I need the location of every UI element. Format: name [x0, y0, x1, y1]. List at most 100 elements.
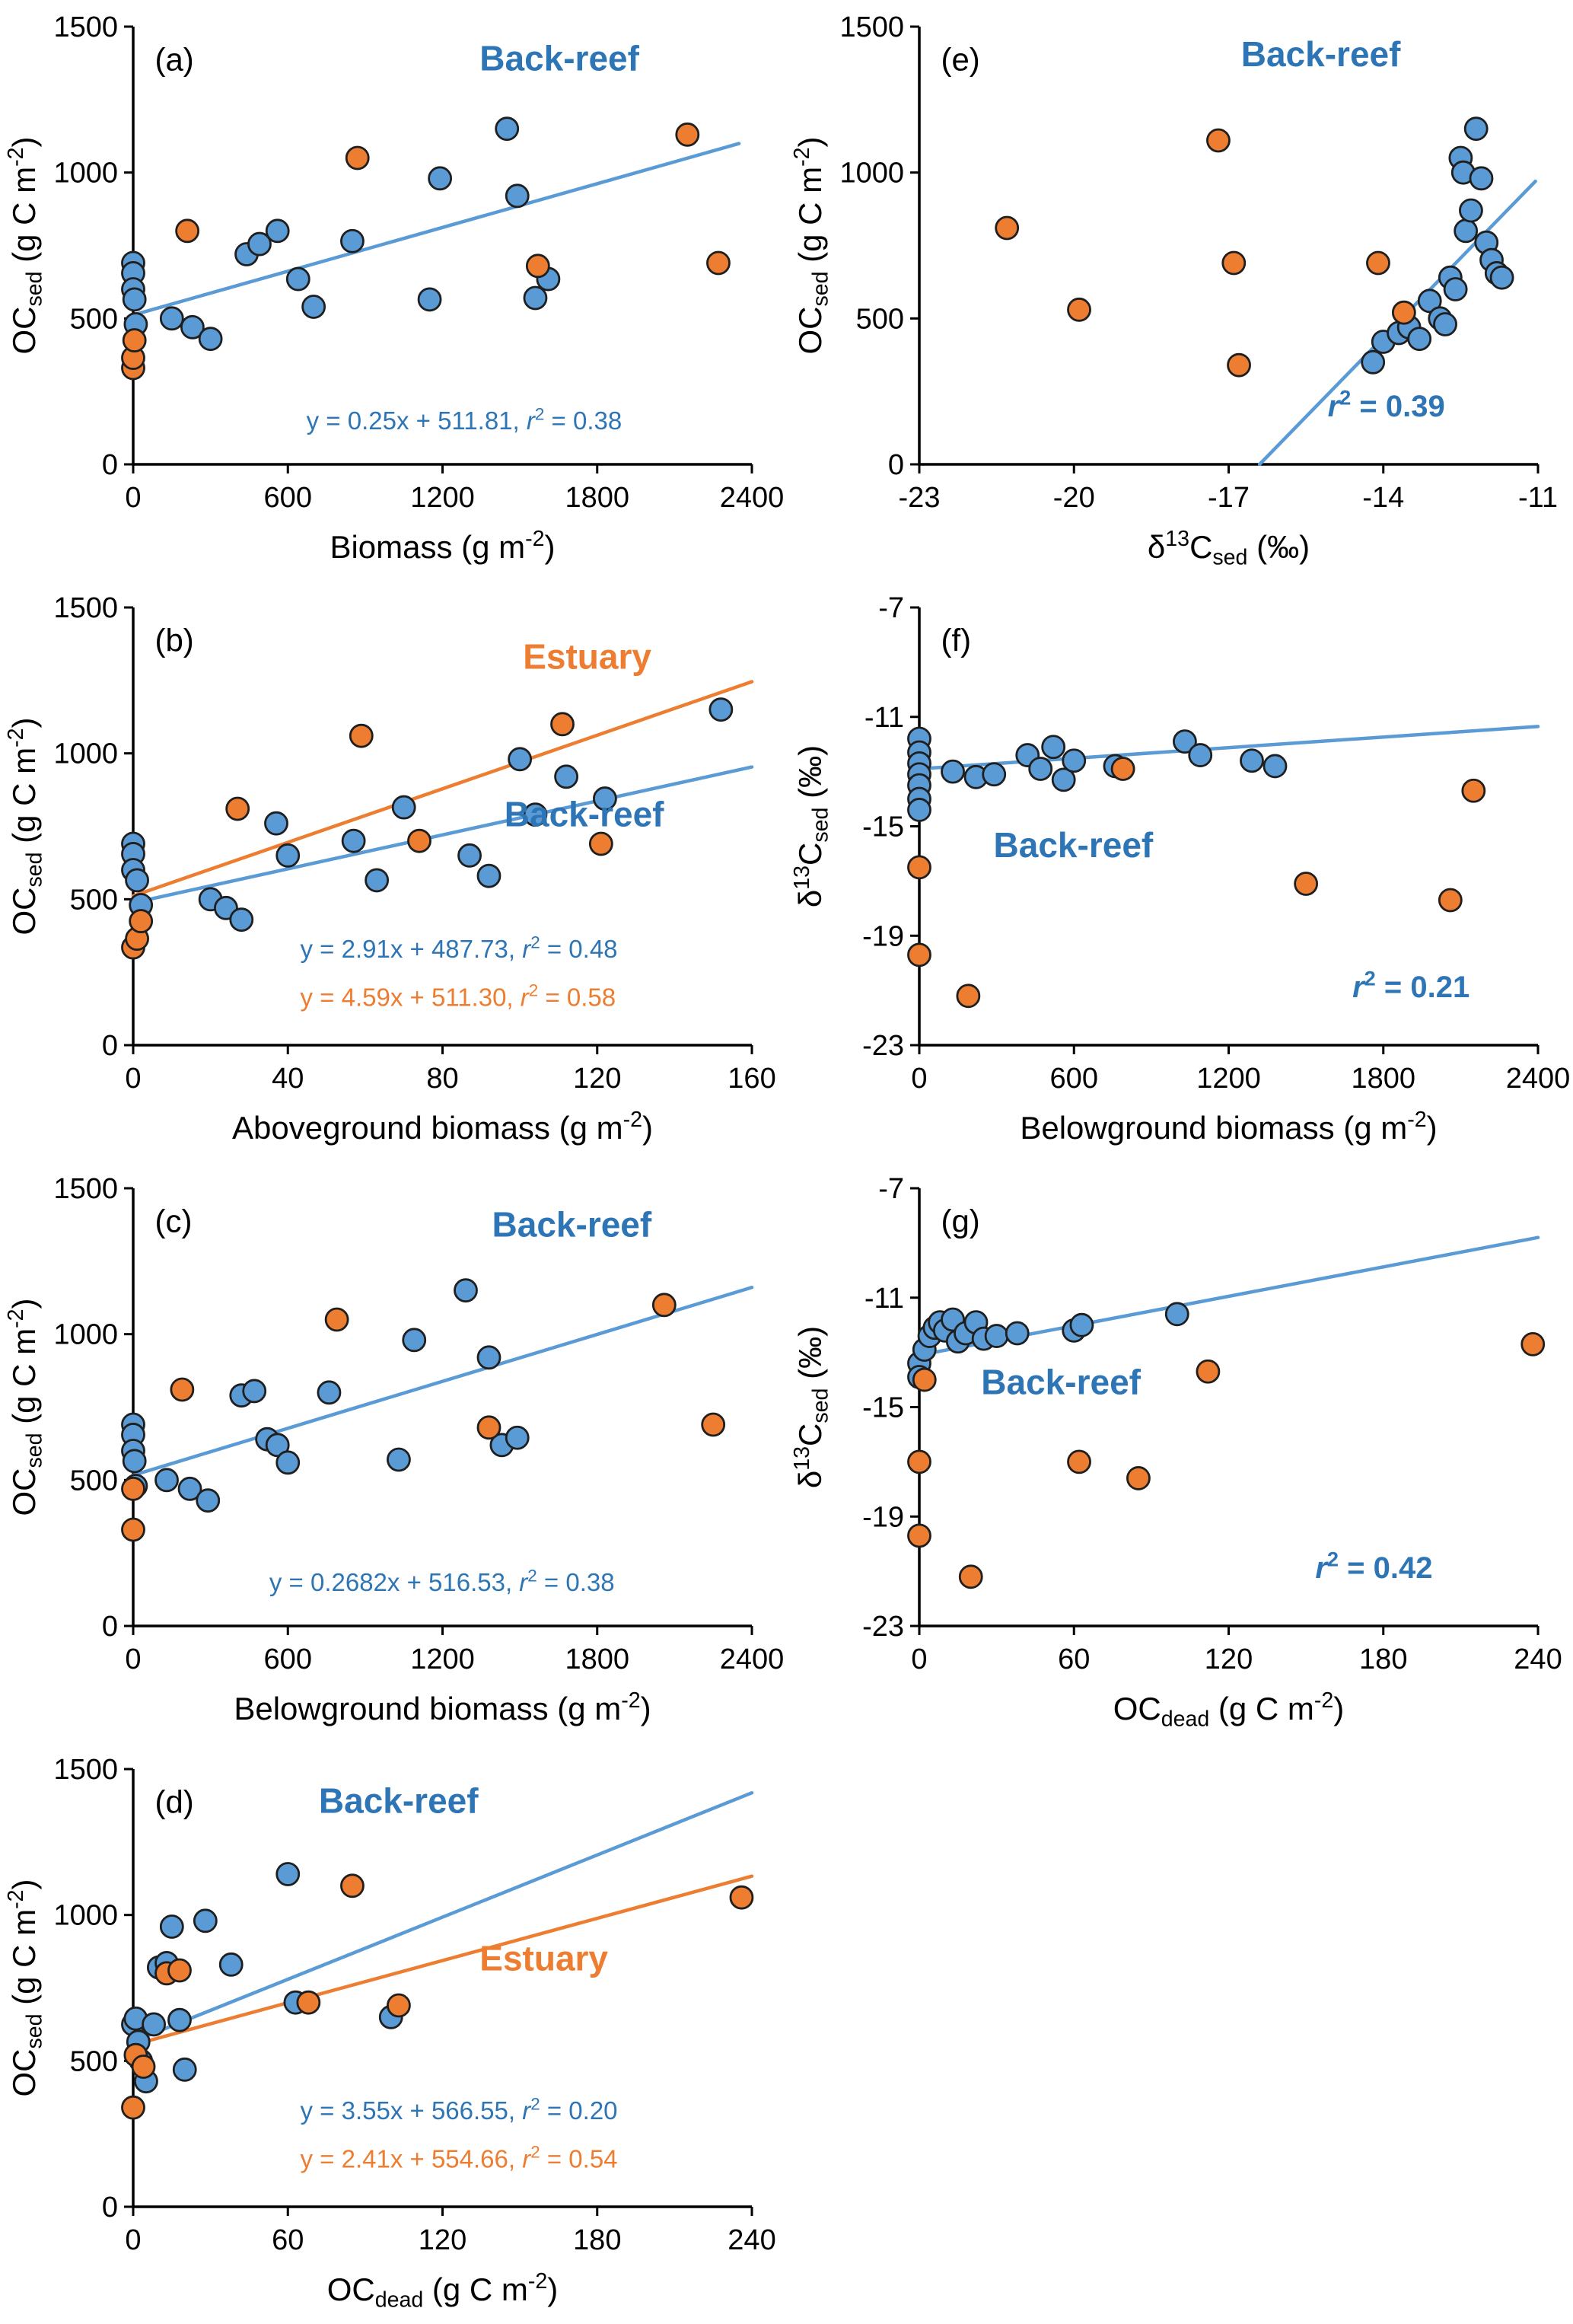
y-tick-label: 500 [70, 2045, 118, 2077]
y-tick-label: 1000 [53, 158, 118, 190]
annotation: (d) [154, 1784, 193, 1820]
y-tick-label: 500 [856, 303, 904, 335]
x-tick-label: 80 [426, 1063, 458, 1095]
y-tick-label: -19 [862, 920, 904, 952]
trendline [131, 142, 741, 317]
x-tick-label: 600 [1050, 1063, 1098, 1095]
annotation: Estuary [479, 1939, 608, 1978]
x-tick-label: 160 [728, 1063, 775, 1095]
point-back-reef [505, 1425, 530, 1450]
x-tick-label: 600 [264, 482, 312, 514]
annotation: y = 4.59x + 511.30, r2 = 0.58 [301, 981, 616, 1012]
y-tick-label: -15 [862, 1392, 904, 1424]
point-estuary [1438, 888, 1463, 913]
x-tick-label: 120 [573, 1063, 621, 1095]
y-tick-label: -15 [862, 811, 904, 843]
panel-b: 0 40 80 120 160 0 500 1000 1500 Aboveground bioma… [0, 581, 786, 1162]
point-back-reef [505, 183, 530, 209]
point-estuary [701, 1412, 726, 1437]
annotation: Back-reef [492, 1204, 652, 1244]
y-tick-label: -23 [862, 1611, 904, 1643]
point-estuary [907, 855, 931, 880]
point-back-reef [907, 798, 931, 822]
y-tick-label: -7 [878, 1173, 904, 1205]
point-estuary [1110, 757, 1135, 781]
y-tick-label: -7 [878, 592, 904, 624]
point-back-reef [1164, 1302, 1189, 1327]
y-axis-label: OCsed (g C m-2) [790, 136, 833, 354]
point-estuary [907, 1449, 931, 1474]
x-tick-label: -14 [1362, 482, 1404, 514]
point-back-reef [340, 228, 365, 253]
point-estuary [175, 218, 200, 244]
point-back-reef [593, 786, 617, 811]
point-back-reef [275, 1862, 301, 1886]
chart-c: 0 600 1200 1800 2400 0 500 1000 1500 Belowground … [4, 1173, 784, 1726]
annotation: Back-reef [994, 825, 1154, 865]
point-back-reef [495, 116, 520, 142]
annotation: Back-reef [319, 1781, 479, 1821]
trendline [131, 1790, 754, 2044]
point-back-reef [1263, 754, 1288, 779]
panel-f: 0 600 1200 1800 2400 -7 -11 -15 -19 -23 Belowgroun… [786, 581, 1572, 1162]
y-tick-label: -11 [865, 1283, 904, 1315]
chart-a: 0 600 1200 1800 2400 0 500 1000 1500 Biomass (g m… [4, 11, 784, 565]
y-tick-label: 500 [70, 1465, 118, 1497]
point-back-reef [159, 306, 184, 331]
x-tick-label: 240 [1514, 1643, 1562, 1675]
annotation: y = 2.41x + 554.66, r2 = 0.54 [301, 2143, 618, 2173]
point-back-reef [264, 811, 288, 836]
point-back-reef [180, 314, 205, 340]
point-back-reef [365, 868, 390, 893]
point-estuary [706, 250, 731, 276]
trendline [131, 765, 754, 905]
point-back-reef [242, 1379, 267, 1404]
y-tick-label: 0 [102, 449, 118, 481]
point-back-reef [142, 2012, 167, 2037]
y-tick-label: 1000 [53, 1319, 118, 1351]
y-axis-label: δ13Csed (‰) [790, 1326, 833, 1488]
point-back-reef [708, 697, 734, 722]
x-tick-label: 1800 [565, 482, 629, 514]
point-back-reef [457, 843, 482, 868]
point-estuary [1196, 1359, 1221, 1384]
point-back-reef [1463, 116, 1489, 142]
y-tick-label: 500 [70, 884, 118, 916]
point-back-reef [1433, 312, 1457, 336]
point-estuary [121, 2095, 145, 2120]
point-back-reef [122, 287, 147, 312]
annotation: (c) [154, 1203, 192, 1239]
point-estuary [131, 2055, 156, 2079]
point-back-reef [1454, 218, 1479, 244]
annotation: (g) [941, 1203, 979, 1239]
x-tick-label: -17 [1208, 482, 1250, 514]
panel-a: 0 600 1200 1800 2400 0 500 1000 1500 Biomass (g m… [0, 0, 786, 581]
y-axis-label: OCsed (g C m-2) [4, 1879, 46, 2096]
point-estuary [349, 723, 374, 748]
x-tick-label: 1200 [410, 482, 475, 514]
x-tick-label: 240 [728, 2224, 775, 2256]
point-back-reef [428, 166, 453, 191]
point-estuary [476, 1415, 502, 1440]
y-tick-label: 1500 [53, 592, 118, 624]
point-estuary [167, 1958, 192, 1983]
point-estuary [121, 1476, 145, 1501]
y-tick-label: -23 [862, 1030, 904, 1062]
point-back-reef [1041, 735, 1066, 760]
x-axis-label: Aboveground biomass (g m-2) [232, 1108, 653, 1146]
point-estuary [956, 983, 981, 1009]
x-tick-label: 40 [272, 1063, 304, 1095]
point-back-reef [265, 218, 290, 244]
y-tick-label: 1000 [53, 738, 118, 770]
y-tick-label: -19 [862, 1501, 904, 1533]
point-back-reef [402, 1328, 427, 1353]
annotation: y = 0.25x + 511.81, r2 = 0.38 [307, 404, 623, 435]
panel-c: 0 600 1200 1800 2400 0 500 1000 1500 Belowground … [0, 1162, 786, 1742]
point-back-reef [154, 1468, 179, 1493]
panel-d: 0 60 120 180 240 0 500 1000 1500 OCdead (g C m-2)… [0, 1742, 786, 2323]
point-back-reef [1417, 289, 1442, 314]
trendline [131, 1286, 754, 1478]
point-estuary [1227, 352, 1251, 378]
annotation: Back-reef [981, 1362, 1141, 1401]
